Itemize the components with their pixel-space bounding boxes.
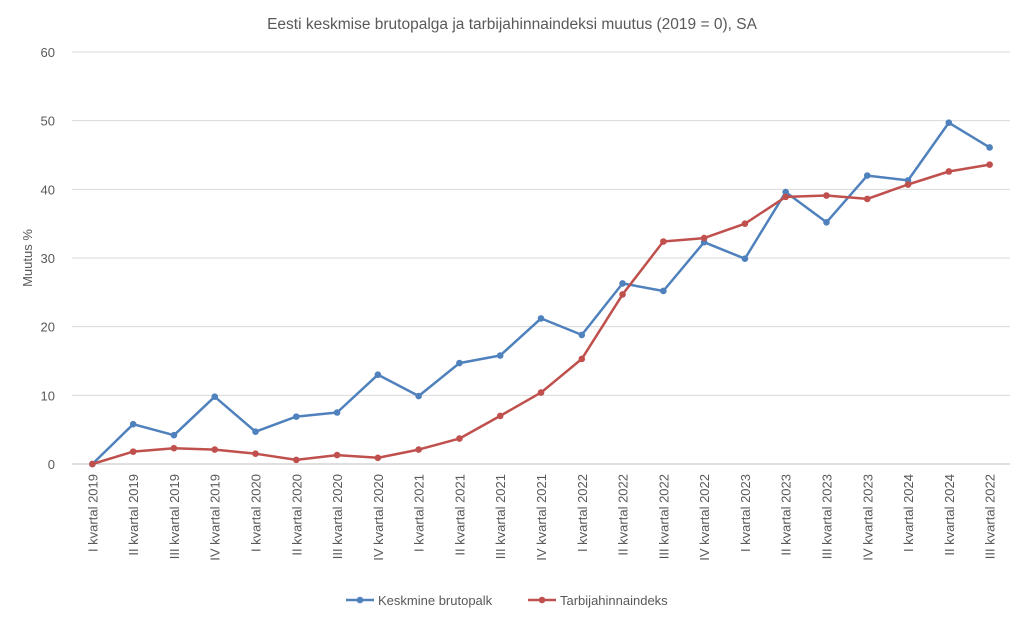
series-line — [91, 163, 991, 466]
data-point — [782, 188, 789, 196]
data-point — [333, 451, 341, 459]
data-point — [945, 168, 953, 175]
x-tick-label: I kvartal 2023 — [738, 474, 753, 552]
y-tick-label: 10 — [41, 388, 55, 403]
x-tick-label: IV kvartal 2019 — [208, 474, 223, 561]
data-point — [986, 161, 993, 168]
data-point — [578, 355, 586, 363]
data-point — [89, 460, 96, 468]
data-point — [211, 393, 219, 401]
data-point — [619, 291, 626, 298]
x-tick-label: II kvartal 2019 — [126, 474, 141, 556]
x-axis-ticks: I kvartal 2019 II kvartal 2019 III kvartal… — [85, 474, 997, 561]
data-point — [415, 392, 422, 400]
x-tick-label: I kvartal 2020 — [249, 474, 264, 552]
x-tick-label: III kvartal 2022 — [656, 474, 671, 559]
x-tick-label: II kvartal 2024 — [942, 474, 957, 556]
gridlines — [72, 51, 1010, 465]
data-point — [945, 119, 953, 127]
x-tick-label: IV kvartal 2020 — [371, 474, 386, 561]
x-tick-label: II kvartal 2022 — [616, 474, 631, 556]
legend-marker — [538, 596, 546, 604]
chart-title: Eesti keskmise brutopalga ja tarbijahinn… — [267, 16, 757, 33]
x-tick-label: I kvartal 2019 — [85, 474, 100, 552]
x-tick-label: III kvartal 2023 — [819, 474, 834, 559]
data-point — [129, 448, 137, 455]
legend-item: Keskmine brutopalk — [346, 593, 493, 608]
data-point — [823, 218, 830, 226]
data-point — [660, 238, 667, 245]
x-tick-label: III kvartal 2019 — [167, 474, 182, 559]
y-tick-label: 0 — [48, 457, 55, 472]
series-line — [91, 121, 991, 466]
y-tick-label: 50 — [41, 114, 55, 129]
data-point — [293, 456, 300, 464]
x-tick-label: IV kvartal 2021 — [534, 474, 549, 561]
x-tick-label: III kvartal 2020 — [330, 474, 345, 559]
y-tick-label: 20 — [41, 320, 55, 335]
data-point — [863, 195, 871, 203]
data-point — [700, 234, 708, 242]
x-tick-label: III kvartal 2021 — [493, 474, 508, 559]
x-tick-label: II kvartal 2020 — [289, 474, 304, 556]
x-tick-label: III kvartal 2022 — [983, 474, 998, 559]
data-point — [293, 413, 300, 420]
x-tick-label: I kvartal 2024 — [901, 474, 916, 552]
data-point — [741, 220, 749, 227]
data-point — [863, 172, 871, 179]
y-tick-label: 30 — [41, 251, 55, 266]
data-point — [496, 412, 504, 420]
data-point — [537, 389, 545, 396]
data-point — [537, 315, 545, 322]
x-tick-label: IV kvartal 2022 — [697, 474, 712, 561]
data-point — [456, 359, 463, 367]
legend-label: Keskmine brutopalk — [378, 593, 493, 608]
data-point — [129, 420, 137, 428]
data-point — [823, 192, 830, 199]
legend-item: Tarbijahinnaindeks — [528, 593, 668, 608]
data-point — [374, 371, 382, 379]
series-2 — [89, 161, 993, 468]
series-1 — [89, 119, 993, 468]
legend: Keskmine brutopalk Tarbijahinnaindeks — [346, 593, 668, 608]
data-point — [252, 450, 259, 458]
series-layer — [89, 119, 993, 468]
data-point — [904, 181, 912, 188]
data-point — [211, 446, 219, 453]
data-point — [578, 331, 586, 339]
x-tick-label: I kvartal 2022 — [575, 474, 590, 552]
x-tick-label: II kvartal 2023 — [779, 474, 794, 556]
data-point — [170, 444, 178, 452]
legend-label: Tarbijahinnaindeks — [560, 593, 668, 608]
legend-marker — [356, 596, 364, 604]
data-point — [252, 428, 259, 436]
x-tick-label: II kvartal 2021 — [452, 474, 467, 556]
data-point — [415, 446, 422, 453]
x-tick-label: IV kvartal 2023 — [860, 474, 875, 561]
data-point — [456, 435, 463, 442]
data-point — [986, 144, 993, 151]
data-point — [619, 280, 626, 287]
data-point — [660, 287, 667, 295]
data-point — [374, 454, 382, 462]
y-axis-title: Muutus % — [20, 229, 35, 287]
y-axis-ticks: 0 10 20 30 40 50 60 — [41, 45, 55, 472]
x-tick-label: I kvartal 2021 — [412, 474, 427, 552]
data-point — [170, 431, 178, 439]
y-tick-label: 60 — [41, 45, 55, 60]
data-point — [741, 255, 749, 262]
data-point — [782, 193, 789, 201]
data-point — [496, 352, 504, 359]
data-point — [333, 409, 341, 416]
y-tick-label: 40 — [41, 182, 55, 197]
